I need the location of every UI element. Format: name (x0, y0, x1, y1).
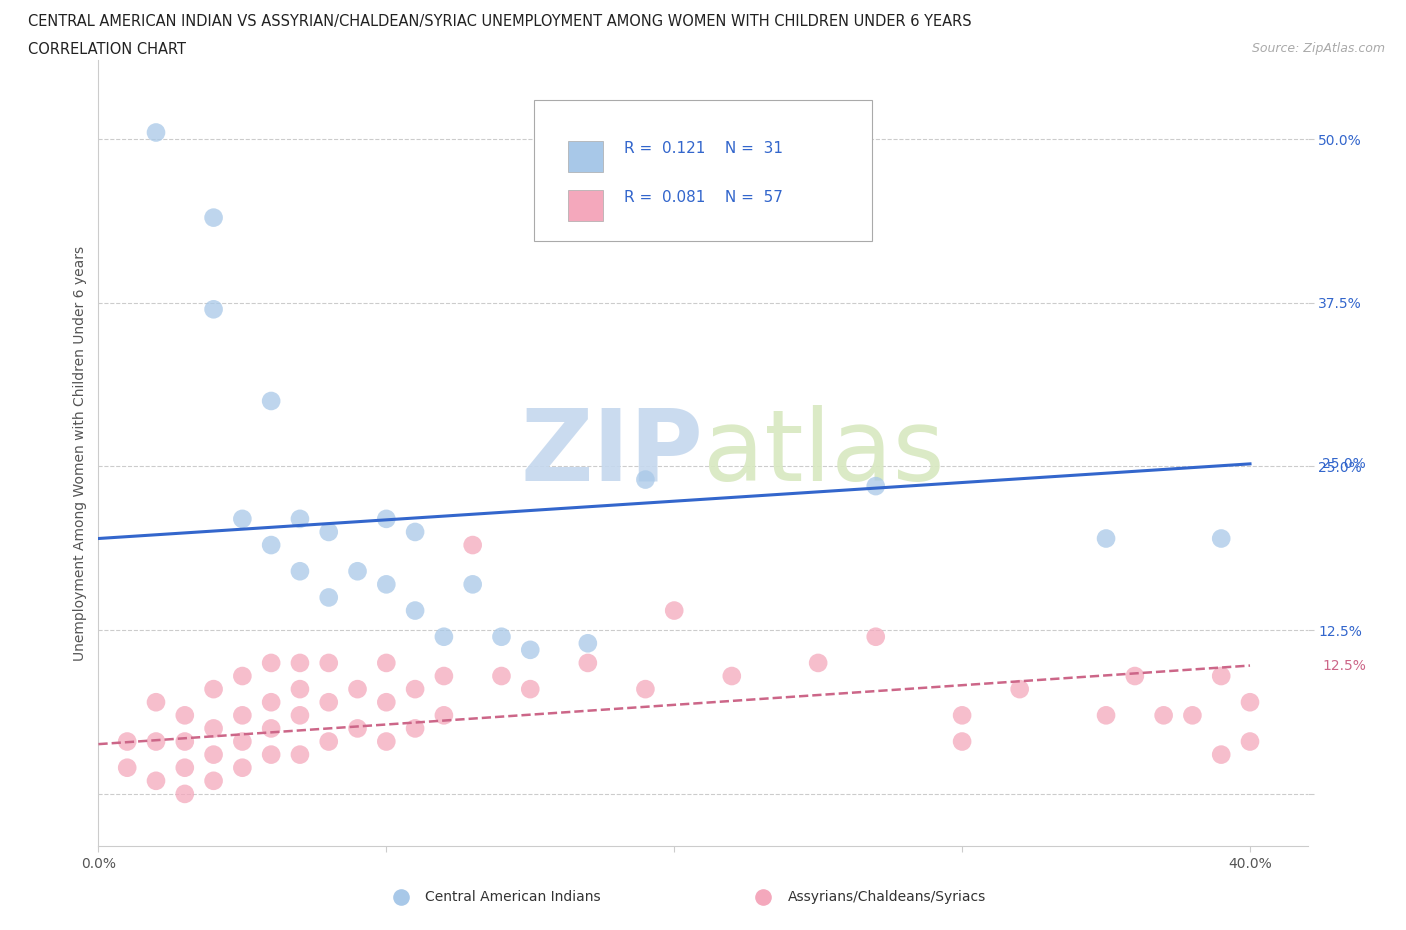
Point (807, 871, 830, 886)
FancyBboxPatch shape (568, 141, 603, 172)
FancyBboxPatch shape (534, 100, 872, 241)
Point (231, 761, 253, 776)
Point (288, 708, 311, 723)
Point (145, 695, 167, 710)
Point (260, 538, 283, 552)
Point (115, 734, 138, 749)
Text: Central American Indians: Central American Indians (425, 890, 600, 904)
Point (1181, 708, 1204, 723)
Point (260, 695, 283, 710)
Point (346, 564, 368, 578)
Point (375, 656, 398, 671)
Point (288, 564, 311, 578)
Point (173, 734, 195, 749)
Point (202, 774, 225, 789)
Point (202, 210, 225, 225)
Point (404, 721, 426, 736)
Point (260, 393, 283, 408)
Point (346, 682, 368, 697)
Point (231, 734, 253, 749)
Point (634, 682, 657, 697)
FancyBboxPatch shape (568, 190, 603, 220)
Point (807, 656, 830, 671)
Point (461, 538, 484, 552)
Point (375, 695, 398, 710)
Point (404, 682, 426, 697)
Point (491, 630, 513, 644)
Point (1153, 708, 1175, 723)
Point (1211, 531, 1233, 546)
Point (433, 630, 456, 644)
Y-axis label: Unemployment Among Women with Children Under 6 years: Unemployment Among Women with Children U… (73, 246, 87, 661)
Point (576, 636, 599, 651)
Point (404, 525, 426, 539)
Point (231, 708, 253, 723)
Point (115, 761, 138, 776)
Point (145, 734, 167, 749)
Point (202, 302, 225, 317)
Point (288, 682, 311, 697)
Text: 12.5%: 12.5% (1322, 658, 1365, 672)
Text: CORRELATION CHART: CORRELATION CHART (28, 42, 186, 57)
Point (231, 512, 253, 526)
Point (865, 630, 887, 644)
Point (202, 682, 225, 697)
Text: 25.0%: 25.0% (1322, 457, 1365, 471)
Point (865, 479, 887, 494)
Point (576, 656, 599, 671)
Point (260, 747, 283, 762)
Point (1239, 695, 1261, 710)
Point (634, 472, 657, 487)
Point (288, 656, 311, 671)
Point (519, 643, 541, 658)
Point (318, 525, 340, 539)
Point (318, 656, 340, 671)
Point (145, 125, 167, 140)
Text: R =  0.121    N =  31: R = 0.121 N = 31 (624, 141, 783, 156)
Text: CENTRAL AMERICAN INDIAN VS ASSYRIAN/CHALDEAN/SYRIAC UNEMPLOYMENT AMONG WOMEN WIT: CENTRAL AMERICAN INDIAN VS ASSYRIAN/CHAL… (28, 14, 972, 29)
Point (202, 721, 225, 736)
Point (461, 577, 484, 591)
Point (1008, 682, 1031, 697)
Point (519, 682, 541, 697)
Point (318, 590, 340, 604)
Point (1095, 708, 1118, 723)
Point (260, 656, 283, 671)
Text: atlas: atlas (703, 405, 945, 502)
Point (260, 721, 283, 736)
Point (288, 512, 311, 526)
Point (173, 761, 195, 776)
Text: R =  0.081    N =  57: R = 0.081 N = 57 (624, 190, 783, 205)
Point (720, 669, 742, 684)
Point (950, 708, 973, 723)
Text: ZIP: ZIP (520, 405, 703, 502)
Point (288, 747, 311, 762)
Point (375, 577, 398, 591)
Point (231, 669, 253, 684)
Point (1239, 734, 1261, 749)
Point (318, 734, 340, 749)
Point (202, 747, 225, 762)
Point (491, 669, 513, 684)
Point (375, 734, 398, 749)
Point (404, 604, 426, 618)
Point (375, 512, 398, 526)
Point (433, 669, 456, 684)
Point (433, 708, 456, 723)
Point (173, 787, 195, 802)
Point (145, 774, 167, 789)
Point (950, 734, 973, 749)
Point (1211, 747, 1233, 762)
Point (173, 708, 195, 723)
Point (664, 604, 686, 618)
Point (1123, 669, 1146, 684)
Point (318, 695, 340, 710)
Point (1095, 531, 1118, 546)
Text: Assyrians/Chaldeans/Syriacs: Assyrians/Chaldeans/Syriacs (787, 890, 986, 904)
Text: Source: ZipAtlas.com: Source: ZipAtlas.com (1251, 42, 1385, 55)
Point (346, 721, 368, 736)
Point (1211, 669, 1233, 684)
